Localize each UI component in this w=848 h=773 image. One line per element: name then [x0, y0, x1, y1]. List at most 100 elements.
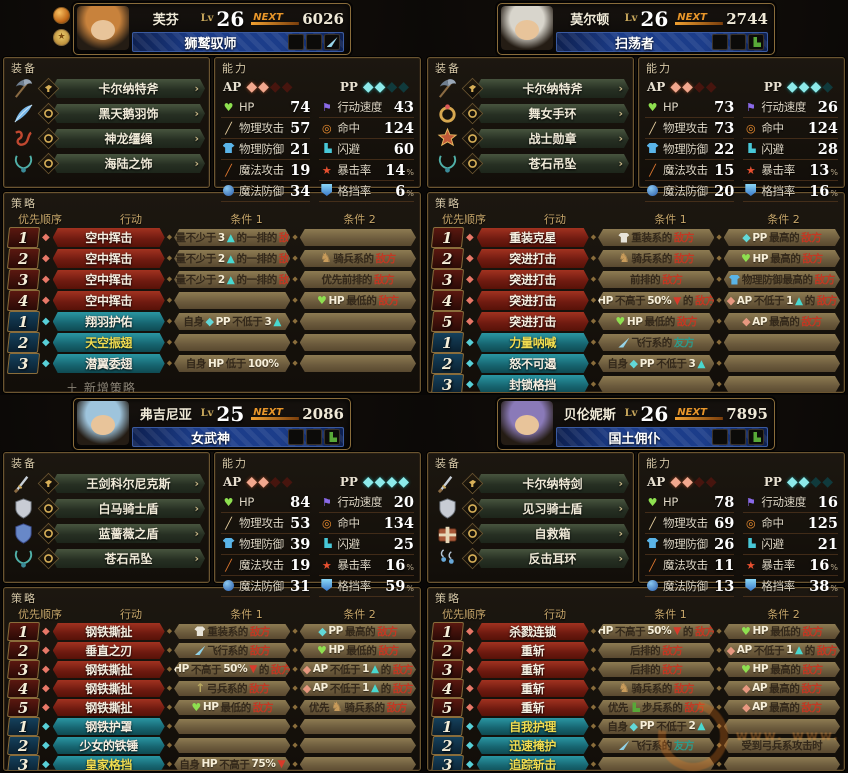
tactic-condition-1[interactable]: 后排的 敌方 — [598, 662, 714, 677]
tactic-condition-1[interactable] — [174, 719, 290, 734]
tactic-row[interactable]: 3 ◆ 重斩 ◆ 后排的 敌方 ◆ ♥ HP 最高的 敌方 — [431, 660, 840, 679]
tactic-row[interactable]: 1 ◆ 翔羽护佑 ◆ 自身 ◆ PP 不低于 3 ▲ ◆ — [6, 311, 416, 332]
tactic-action-bar[interactable]: 钢铁护罩 — [53, 718, 165, 735]
tactic-condition-2[interactable]: ♥ HP 最低的 敌方 — [724, 624, 840, 639]
tactic-row[interactable]: 3 ◆ 钢铁撕扯 ◆ HP 不高于 50% ▼ 的敌方 ◆ ◆ AP 不低于 1 ▲ 的敌方 — [7, 660, 416, 679]
tactic-condition-1[interactable] — [174, 738, 290, 753]
tactic-action-bar[interactable]: 突进打击 — [477, 249, 589, 268]
tactic-condition-2[interactable] — [300, 334, 416, 351]
tactic-action-bar[interactable]: 重斩 — [477, 661, 589, 678]
equipment-row[interactable]: 蓝蔷薇之盾 › — [8, 521, 205, 546]
tactic-condition-2[interactable]: ◆ AP 不低于 1 ▲ 的敌方 — [724, 292, 840, 309]
tactic-condition-2[interactable]: ♥ HP 最低的 敌方 — [300, 292, 416, 309]
tactic-action-bar[interactable]: 空中挥击 — [53, 249, 165, 268]
tactic-condition-1[interactable]: 飞行系的 友方 — [598, 334, 714, 351]
equipment-name-bar[interactable]: 王剑科尔尼克斯 › — [52, 474, 205, 493]
tactic-row[interactable]: 3 ◆ 皇家格挡 ◆ 自身 HP 不高于 75% ▼ ◆ — [7, 755, 416, 771]
tactic-action-bar[interactable]: 潜翼委翅 — [53, 354, 165, 373]
tactic-condition-2[interactable]: ◆ AP 不低于 1 ▲ 的敌方 — [724, 643, 840, 658]
tactic-condition-1[interactable]: 数量不少于3▲的一排的敌方 — [174, 229, 290, 246]
tactic-row[interactable]: 3 ◆ 潜翼委翅 ◆ 自身 HP 低于 100% ◆ — [6, 353, 416, 374]
tactic-row[interactable]: 2 ◆ 突进打击 ◆ ♞ 骑兵系的 敌方 ◆ ♥ HP 最高的 敌方 — [430, 248, 840, 269]
equipment-row[interactable]: 自救箱 › — [432, 521, 629, 546]
tactic-condition-2[interactable] — [300, 719, 416, 734]
equipment-name-bar[interactable]: 卡尔纳特斧 › — [476, 79, 629, 98]
tactic-condition-2[interactable]: 物理防御最高的 敌方 — [724, 271, 840, 288]
tactic-condition-2[interactable]: ◆ PP 最高的 敌方 — [724, 229, 840, 246]
tactic-condition-2[interactable]: ♥ HP 最高的 敌方 — [724, 250, 840, 267]
tactic-row[interactable]: 2 ◆ 天空振翅 ◆ ◆ — [6, 332, 416, 353]
tactic-condition-1[interactable]: 数量不少于2▲的一排的敌方 — [174, 271, 290, 288]
equipment-name-bar[interactable]: 神龙缰绳 › — [52, 129, 205, 148]
empty-item-slot[interactable] — [306, 34, 322, 50]
equipment-row[interactable]: 舞女手环 › — [432, 101, 629, 126]
tactic-action-bar[interactable]: 钢铁撕扯 — [53, 680, 165, 697]
tactic-row[interactable]: 2 ◆ 少女的铁锤 ◆ ◆ — [7, 736, 416, 755]
tactic-row[interactable]: 4 ◆ 突进打击 ◆ HP 不高于 50% ▼ 的敌方 ◆ ◆ AP 不低于 1 ▲ 的敌方 — [430, 290, 840, 311]
equipment-name-bar[interactable]: 苍石吊坠 › — [52, 549, 205, 568]
tactic-action-bar[interactable]: 封锁格挡 — [477, 375, 589, 393]
add-strategy-button[interactable]: ＋ 新增策略 — [66, 380, 136, 393]
tactic-condition-1[interactable]: ♞ 骑兵系的 敌方 — [598, 250, 714, 267]
tactic-condition-1[interactable]: 飞行系的 敌方 — [174, 643, 290, 658]
tactic-row[interactable]: 3 ◆ 封锁格挡 ◆ ◆ — [430, 374, 840, 393]
tactic-action-bar[interactable]: 空中挥击 — [53, 291, 165, 310]
tactic-condition-1[interactable]: 数量不少于2▲的一排的敌方 — [174, 250, 290, 267]
equipment-name-bar[interactable]: 白马骑士盾 › — [52, 499, 205, 518]
equipment-row[interactable]: 海陆之饰 › — [8, 151, 205, 176]
class-item-slot[interactable] — [748, 34, 764, 50]
tactic-action-bar[interactable]: 重斩 — [477, 642, 589, 659]
equipment-name-bar[interactable]: 反击耳环 › — [476, 549, 629, 568]
tactic-condition-1[interactable]: 重装系的 敌方 — [174, 624, 290, 639]
tactic-condition-2[interactable]: ♥ HP 最低的 敌方 — [300, 643, 416, 658]
empty-item-slot[interactable] — [730, 429, 746, 445]
equipment-row[interactable]: 反击耳环 › — [432, 546, 629, 571]
tactic-condition-2[interactable]: ◆ AP 不低于 1 ▲ 的敌方 — [300, 681, 416, 696]
tactic-condition-2[interactable]: ♞ 骑兵系的 敌方 — [300, 250, 416, 267]
tactic-action-bar[interactable]: 翔羽护佑 — [53, 312, 165, 331]
tactic-condition-1[interactable]: ♞ 骑兵系的 敌方 — [598, 681, 714, 696]
tactic-action-bar[interactable]: 追踪斩击 — [477, 756, 589, 771]
tactic-condition-2[interactable] — [300, 757, 416, 771]
tactic-condition-1[interactable]: 飞行系的 友方 — [598, 738, 714, 753]
equipment-name-bar[interactable]: 卡尔纳特剑 › — [476, 474, 629, 493]
tactic-row[interactable]: 3 ◆ 追踪斩击 ◆ ◆ — [431, 755, 840, 771]
tactic-condition-2[interactable]: 优先 ♞ 骑兵系的 敌方 — [300, 700, 416, 715]
equipment-row[interactable]: 苍石吊坠 › — [432, 151, 629, 176]
equipment-name-bar[interactable]: 战士勋章 › — [476, 129, 629, 148]
tactic-condition-1[interactable] — [174, 292, 290, 309]
tactic-row[interactable]: 3 ◆ 突进打击 ◆ 前排的 敌方 ◆ 物理防御最高的 敌方 — [430, 269, 840, 290]
tactic-action-bar[interactable]: 重斩 — [477, 699, 589, 716]
class-item-slot[interactable] — [324, 34, 340, 50]
tactic-action-bar[interactable]: 杀戮连锁 — [477, 623, 589, 640]
tactic-condition-1[interactable]: ♥ HP 最低的 敌方 — [598, 313, 714, 330]
tactic-action-bar[interactable]: 少女的铁锤 — [53, 737, 165, 754]
tactic-condition-2[interactable] — [724, 757, 840, 771]
tactic-action-bar[interactable]: 重装克星 — [477, 228, 589, 247]
equipment-name-bar[interactable]: 蓝蔷薇之盾 › — [52, 524, 205, 543]
tactic-row[interactable]: 1 ◆ 自我护理 ◆ 自身 ◆ PP 不低于 2 ▲ ◆ — [431, 717, 840, 736]
tactic-action-bar[interactable]: 皇家格挡 — [53, 756, 165, 771]
tactic-action-bar[interactable]: 钢铁撕扯 — [53, 699, 165, 716]
tactic-condition-1[interactable]: 优先 步兵系的 敌方 — [598, 700, 714, 715]
equipment-row[interactable]: 卡尔纳特剑 › — [432, 471, 629, 496]
tactic-condition-1[interactable] — [598, 376, 714, 393]
tactic-condition-2[interactable] — [300, 229, 416, 246]
tactic-row[interactable]: 4 ◆ 空中挥击 ◆ ◆ ♥ HP 最低的 敌方 — [6, 290, 416, 311]
tactic-condition-2[interactable] — [300, 355, 416, 372]
equipment-name-bar[interactable]: 海陆之饰 › — [52, 154, 205, 173]
tactic-row[interactable]: 1 ◆ 杀戮连锁 ◆ HP 不高于 50% ▼ 的敌方 ◆ ♥ HP 最低的 敌方 — [431, 622, 840, 641]
tactic-condition-1[interactable]: HP 不高于 50% ▼ 的敌方 — [598, 292, 714, 309]
tactic-action-bar[interactable]: 怒不可遏 — [477, 354, 589, 373]
empty-item-slot[interactable] — [712, 34, 728, 50]
tactic-condition-2[interactable]: ◆ AP 最高的 敌方 — [724, 681, 840, 696]
tactic-condition-1[interactable]: 前排的 敌方 — [598, 271, 714, 288]
tactic-row[interactable]: 1 ◆ 空中挥击 ◆ 数量不少于3▲的一排的敌方 ◆ — [6, 227, 416, 248]
tactic-action-bar[interactable]: 钢铁撕扯 — [53, 623, 165, 640]
empty-item-slot[interactable] — [730, 34, 746, 50]
tactic-condition-1[interactable]: 自身 ◆ PP 不低于 3 ▲ — [598, 355, 714, 372]
tactic-condition-2[interactable]: ◆ PP 最高的 敌方 — [300, 624, 416, 639]
class-item-slot[interactable] — [748, 429, 764, 445]
